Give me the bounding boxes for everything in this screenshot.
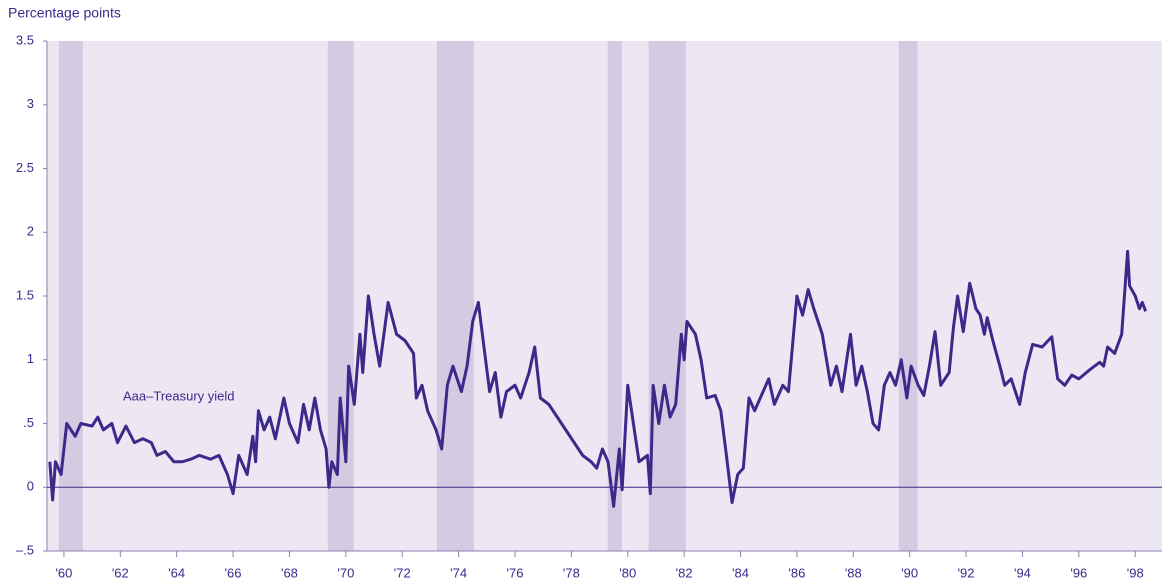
x-tick-label: '90 bbox=[901, 565, 918, 580]
recession-band bbox=[898, 41, 918, 551]
y-tick-label: 1 bbox=[27, 351, 34, 366]
x-tick-label: '96 bbox=[1070, 565, 1087, 580]
y-tick-label: –.5 bbox=[16, 542, 34, 557]
x-tick-label: '88 bbox=[845, 565, 862, 580]
y-tick-label: 3.5 bbox=[16, 32, 34, 47]
x-tick-label: '98 bbox=[1127, 565, 1144, 580]
x-tick-label: '68 bbox=[281, 565, 298, 580]
x-tick-label: '94 bbox=[1014, 565, 1031, 580]
x-tick-label: '62 bbox=[112, 565, 129, 580]
data-line bbox=[48, 249, 1148, 508]
x-tick-label: '76 bbox=[507, 565, 524, 580]
x-tick-label: '66 bbox=[225, 565, 242, 580]
x-tick-label: '82 bbox=[676, 565, 693, 580]
x-tick-label: '74 bbox=[450, 565, 467, 580]
x-tick-label: '72 bbox=[394, 565, 411, 580]
y-tick-label: 2.5 bbox=[16, 160, 34, 175]
y-axis-label: Percentage points bbox=[8, 5, 121, 21]
y-tick-label: 0 bbox=[27, 479, 34, 494]
x-tick-label: '70 bbox=[337, 565, 354, 580]
recession-band bbox=[58, 41, 83, 551]
y-tick-label: 1.5 bbox=[16, 287, 34, 302]
x-tick-label: '80 bbox=[619, 565, 636, 580]
recession-band bbox=[648, 41, 686, 551]
plot-background bbox=[47, 41, 1162, 551]
y-tick-label: .5 bbox=[23, 415, 34, 430]
x-tick-label: '78 bbox=[563, 565, 580, 580]
x-tick-label: '84 bbox=[732, 565, 749, 580]
x-tick-label: '92 bbox=[958, 565, 975, 580]
recession-band bbox=[607, 41, 622, 551]
recession-band bbox=[436, 41, 474, 551]
x-tick-label: '60 bbox=[55, 565, 72, 580]
y-tick-label: 2 bbox=[27, 224, 34, 239]
y-tick-label: 3 bbox=[27, 96, 34, 111]
x-tick-label: '86 bbox=[788, 565, 805, 580]
x-tick-label: '64 bbox=[168, 565, 185, 580]
annotation: Aaa–Treasury yield bbox=[123, 388, 235, 403]
